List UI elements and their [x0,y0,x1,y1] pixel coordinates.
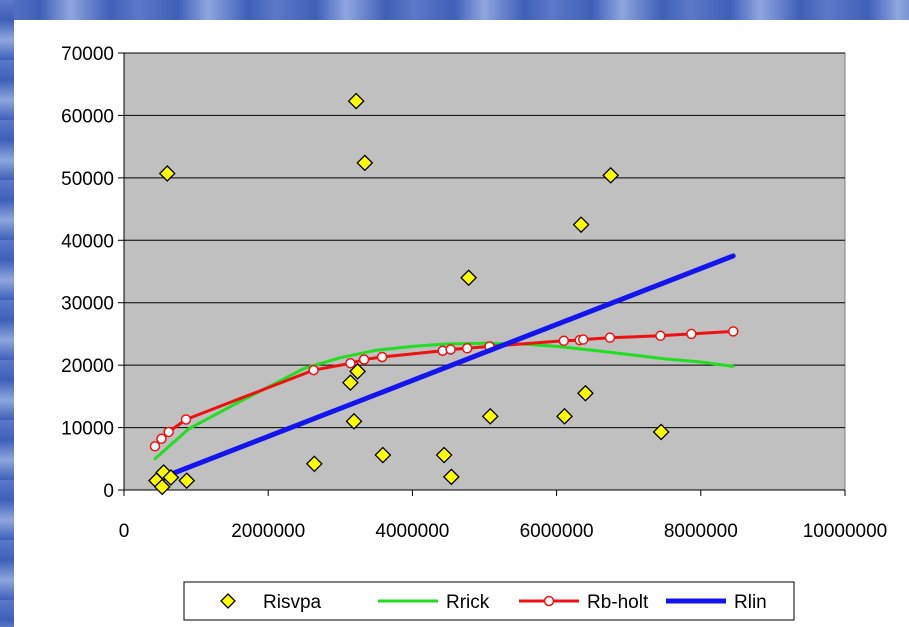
series-point-rb-holt [445,344,456,355]
series-point-risvpa [356,154,374,172]
series-point-rb-holt [163,426,174,438]
y-tick-label: 20000 [61,356,114,377]
x-tick-label: 0 [119,521,130,542]
series-point-risvpa [341,374,359,392]
series-line-rlin [164,253,736,479]
series-point-risvpa [162,469,180,486]
series-point-rb-holt [180,414,192,425]
series-point-rb-holt [578,334,589,345]
x-tick-label: 8000000 [664,521,738,542]
series-point-risvpa [349,362,367,380]
y-tick-label: 60000 [61,106,114,127]
y-tick-label: 30000 [61,294,114,315]
series-point-risvpa [460,269,478,287]
slide-left-banner [0,0,14,627]
series-point-risvpa [572,216,590,234]
y-tick-label: 70000 [61,44,114,65]
x-tick-label: 4000000 [375,521,449,542]
series-point-rb-holt [156,433,167,445]
series-point-risvpa [652,423,670,441]
x-tick-label: 10000000 [803,521,888,542]
x-tick-label: 2000000 [231,521,305,542]
series-point-rb-holt [655,330,666,342]
legend-label-rb-holt: Rb-holt [587,592,649,613]
legend-label-risvpa: Risvpa [263,592,322,613]
series-point-risvpa [602,166,620,184]
series-point-rb-holt [308,364,319,376]
slide-top-banner [0,0,909,20]
series-point-rb-holt [358,354,370,365]
series-point-risvpa [481,407,499,425]
series-point-risvpa [347,92,365,110]
y-tick-label: 40000 [61,231,114,252]
series-point-risvpa [305,455,323,473]
series-point-rb-holt [376,351,388,363]
series-point-risvpa [345,412,363,430]
series-point-rb-holt [558,335,570,347]
series-point-rb-holt [149,441,161,452]
legend-label-rrick: Rrick [446,592,490,613]
series-point-risvpa [577,384,594,402]
series-point-rb-holt [604,332,616,343]
x-tick-label: 6000000 [520,521,594,542]
plot-area [123,52,846,491]
series-point-rb-holt [727,326,739,337]
series-point-risvpa [158,165,176,182]
y-tick-label: 50000 [61,169,114,190]
legend-marker-rb-holt [543,595,555,607]
series-point-rb-holt [345,358,356,369]
series-point-risvpa [178,472,196,490]
series-point-risvpa [374,446,392,464]
series-point-rb-holt [461,343,473,354]
series-point-risvpa [556,407,573,425]
legend-label-rlin: Rlin [734,592,767,613]
y-tick-label: 10000 [61,419,114,440]
legend-swatch-risvpa [220,593,236,609]
series-point-risvpa [153,478,171,496]
series-point-rb-holt [686,328,697,340]
series-point-risvpa [435,446,453,464]
y-tick-label: 0 [103,481,114,502]
series-point-risvpa [442,468,460,486]
